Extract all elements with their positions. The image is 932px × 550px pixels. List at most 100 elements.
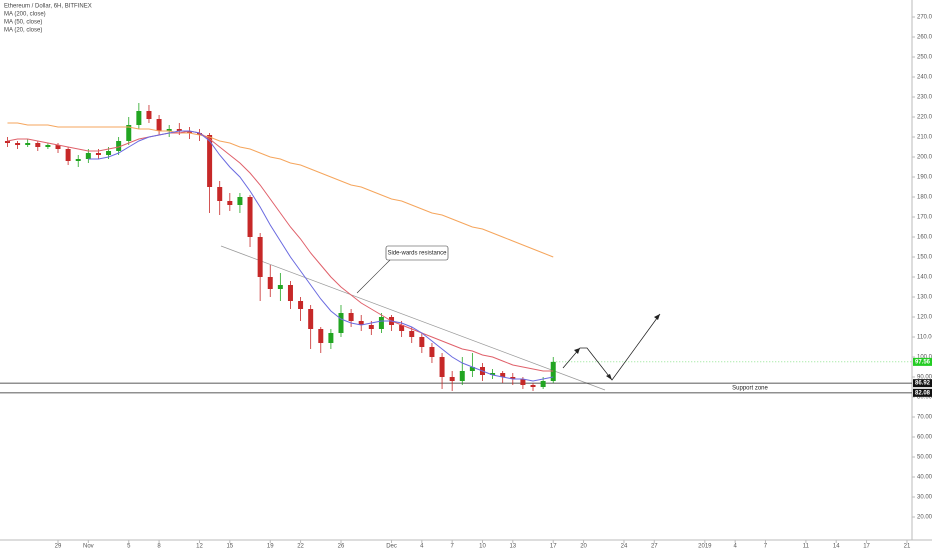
candle-body <box>399 325 405 331</box>
x-tick-label: 11 <box>803 544 810 550</box>
candle-body <box>166 129 172 131</box>
candle-body <box>530 385 536 387</box>
candle-body <box>75 159 81 161</box>
candle-body <box>267 277 273 289</box>
candle-body <box>35 143 41 147</box>
x-tick-label: 4 <box>420 544 424 550</box>
candle-body <box>156 119 162 131</box>
arrow-head <box>606 374 612 380</box>
x-tick-label: 26 <box>338 544 345 550</box>
candle-body <box>247 197 253 237</box>
x-tick-label: 20 <box>580 544 587 550</box>
x-tick-label: 17 <box>863 544 870 550</box>
y-tick-label: 260.00 <box>917 35 932 41</box>
candle-body <box>217 187 223 201</box>
candle-body <box>207 135 213 187</box>
candle-body <box>298 301 304 309</box>
candle-body <box>106 151 112 155</box>
candle-body <box>419 337 425 347</box>
candle-body <box>287 285 293 301</box>
candle-body <box>520 379 526 385</box>
candle-body <box>176 129 182 131</box>
candle-body <box>490 373 496 375</box>
price-tag-label: 86.92 <box>915 381 931 387</box>
x-tick-label: 27 <box>651 544 658 550</box>
candle-body <box>318 329 324 343</box>
x-tick-label: 10 <box>479 544 486 550</box>
candle-body <box>25 143 31 145</box>
y-tick-label: 220.00 <box>917 115 932 121</box>
x-tick-label: 29 <box>55 544 62 550</box>
candle-body <box>197 133 203 135</box>
x-tick-label: 17 <box>550 544 557 550</box>
candle-body <box>378 317 384 329</box>
candle-body <box>338 313 344 333</box>
candle-body <box>439 357 445 377</box>
candle-body <box>500 373 506 377</box>
candle-body <box>510 377 516 379</box>
y-tick-label: 150.00 <box>917 255 932 261</box>
candle-body <box>328 333 334 343</box>
y-tick-label: 30.00 <box>917 495 932 501</box>
candle-body <box>459 371 465 381</box>
y-tick-label: 40.00 <box>917 475 932 481</box>
price-tag-label: 82.08 <box>915 390 931 396</box>
candle-body <box>277 285 283 289</box>
candle-body <box>15 143 21 145</box>
x-tick-label: 2019 <box>698 544 712 550</box>
candle-body <box>237 197 243 205</box>
legend-entry: MA (20, close) <box>4 28 42 34</box>
legend-entry: MA (50, close) <box>4 20 42 26</box>
y-tick-label: 130.00 <box>917 295 932 301</box>
y-tick-label: 160.00 <box>917 235 932 241</box>
arrow-head <box>574 348 580 354</box>
y-tick-label: 60.00 <box>917 435 932 441</box>
chart-title: Ethereum / Dollar, 6H, BITFINEX <box>4 4 92 10</box>
candle-body <box>429 347 435 357</box>
candle-body <box>540 381 546 387</box>
moving-average-line <box>7 130 554 372</box>
candle-body <box>227 201 233 205</box>
y-tick-label: 250.00 <box>917 55 932 61</box>
candle-body <box>257 237 263 277</box>
candle-body <box>146 111 152 119</box>
candle-body <box>348 313 354 321</box>
x-tick-label: 19 <box>267 544 274 550</box>
candle-body <box>409 331 415 337</box>
candle-body <box>95 153 101 155</box>
candle-body <box>65 149 71 161</box>
y-tick-label: 230.00 <box>917 95 932 101</box>
x-tick-label: 7 <box>450 544 454 550</box>
x-tick-label: 15 <box>226 544 233 550</box>
arrow-head <box>654 314 660 320</box>
trend-line <box>220 245 606 391</box>
legend-entry: MA (200, close) <box>4 12 46 18</box>
x-tick-label: 22 <box>297 544 304 550</box>
price-tag <box>913 379 932 388</box>
x-tick-label: 24 <box>621 544 628 550</box>
y-tick-label: 180.00 <box>917 195 932 201</box>
candle-body <box>85 153 91 159</box>
y-tick-label: 90.00 <box>917 375 932 381</box>
x-tick-label: Nov <box>83 544 94 550</box>
candle-body <box>186 131 192 133</box>
y-tick-label: 170.00 <box>917 215 932 221</box>
candle-body <box>45 145 51 147</box>
y-tick-label: 240.00 <box>917 75 932 81</box>
candle-body <box>55 145 61 149</box>
y-tick-label: 70.00 <box>917 415 932 421</box>
last-price-tag <box>913 357 932 366</box>
x-tick-label: 13 <box>509 544 516 550</box>
y-tick-label: 120.00 <box>917 315 932 321</box>
candle-body <box>469 367 475 371</box>
y-tick-label: 50.00 <box>917 455 932 461</box>
x-tick-label: Dec <box>386 544 397 550</box>
x-tick-label: 5 <box>127 544 131 550</box>
y-tick-label: 140.00 <box>917 275 932 281</box>
x-tick-label: 4 <box>733 544 737 550</box>
callout-text: Side-wards resistance <box>387 251 447 257</box>
candle-body <box>116 141 122 151</box>
candle-body <box>136 111 142 125</box>
